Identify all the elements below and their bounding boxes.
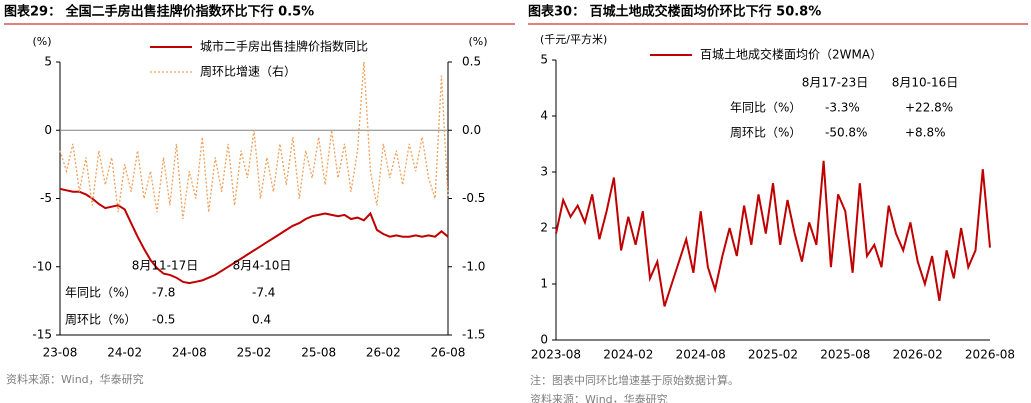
x-tick-label: 26-08 — [431, 346, 466, 360]
y2-tick-label: 0.0 — [462, 123, 481, 137]
legend-label: 城市二手房出售挂牌价指数同比 — [200, 39, 368, 54]
y-tick-label: 0 — [44, 123, 52, 137]
note: 资料来源：Wind，华泰研究 — [530, 392, 668, 403]
x-tick-label: 2023-08 — [531, 348, 581, 362]
y-tick-label: 5 — [540, 53, 548, 67]
chart-title: 图表29： 全国二手房出售挂牌价指数环比下行 0.5% — [4, 4, 314, 20]
x-tick-label: 2024-08 — [676, 348, 726, 362]
y-tick-label: 2 — [540, 221, 548, 235]
y-tick-label: 3 — [540, 165, 548, 179]
x-tick-label: 2026-08 — [965, 348, 1015, 362]
y-unit: (千元/平方米) — [540, 32, 607, 46]
x-tick-label: 26-02 — [366, 346, 401, 360]
table-header: 8月17-23日 — [802, 76, 869, 90]
table-cell: -50.8% — [825, 126, 867, 140]
chart-title: 图表30： 百城土地成交楼面均价环比下行 50.8% — [528, 4, 821, 20]
table-cell: -7.4 — [252, 286, 275, 300]
y-tick-label: -10 — [32, 259, 52, 273]
table-cell: +8.8% — [905, 126, 946, 140]
table-row-label: 周环比（%） — [730, 126, 801, 140]
series-line — [59, 61, 449, 220]
table-header: 8月11-17日 — [132, 259, 199, 273]
y-tick-label: -5 — [40, 191, 52, 205]
table-row-label: 周环比（%） — [65, 313, 136, 327]
x-tick-label: 2024-02 — [603, 348, 653, 362]
y-unit: (%) — [32, 35, 51, 48]
x-tick-label: 2026-02 — [893, 348, 943, 362]
table-cell: -7.8 — [152, 286, 175, 300]
table-header: 8月10-16日 — [892, 76, 959, 90]
y-tick-label: -15 — [32, 328, 52, 342]
y-tick-label: 0 — [540, 333, 548, 347]
y2-unit: (%) — [468, 35, 487, 48]
x-tick-label: 24-08 — [172, 346, 207, 360]
y-tick-label: 5 — [44, 55, 52, 69]
x-tick-label: 24-02 — [107, 346, 142, 360]
table-row-label: 年同比（%） — [730, 101, 801, 115]
x-tick-label: 2025-08 — [820, 348, 870, 362]
y-tick-label: 4 — [540, 109, 548, 123]
y2-tick-label: -1.5 — [462, 328, 485, 342]
x-tick-label: 2025-02 — [748, 348, 798, 362]
x-tick-label: 25-02 — [237, 346, 272, 360]
table-header: 8月4-10日 — [233, 259, 292, 273]
table-cell: 0.4 — [252, 313, 271, 327]
series-line — [59, 187, 449, 285]
table-cell: -3.3% — [825, 101, 860, 115]
x-tick-label: 23-08 — [43, 346, 78, 360]
legend-label: 周环比增速（右） — [200, 64, 296, 79]
y2-tick-label: -0.5 — [462, 191, 485, 205]
note: 资料来源：Wind，华泰研究 — [6, 372, 144, 386]
y2-tick-label: 0.5 — [462, 55, 481, 69]
x-tick-label: 25-08 — [301, 346, 336, 360]
y-tick-label: 1 — [540, 277, 548, 291]
legend-label: 百城土地成交楼面均价（2WMA） — [700, 47, 882, 62]
note: 注：图表中同环比增速基于原始数据计算。 — [530, 373, 739, 387]
series-line — [555, 160, 991, 307]
table-cell: +22.8% — [905, 101, 953, 115]
table-cell: -0.5 — [152, 313, 175, 327]
table-row-label: 年同比（%） — [65, 286, 136, 300]
y2-tick-label: -1.0 — [462, 259, 485, 273]
